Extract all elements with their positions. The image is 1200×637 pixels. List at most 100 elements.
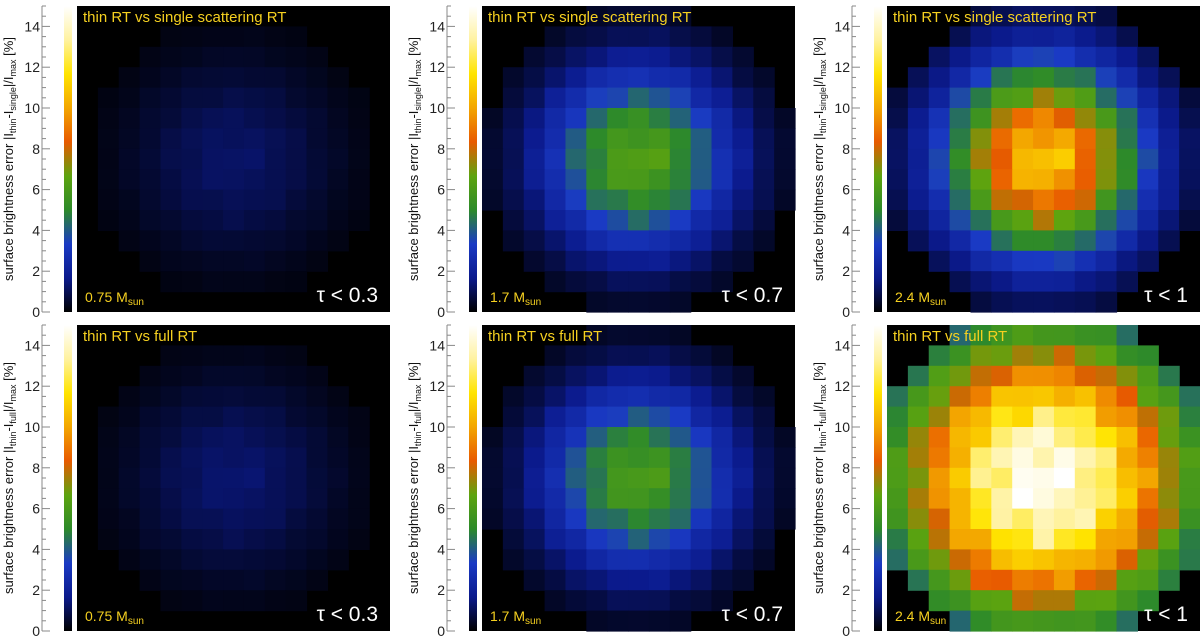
heatmap-cell [327, 427, 349, 448]
heatmap-cell [607, 271, 629, 293]
heatmap-cell [118, 508, 141, 530]
heatmap-cell [1074, 529, 1097, 550]
heatmap-cell [753, 386, 775, 408]
heatmap-cell [732, 427, 754, 448]
heatmap-cell [264, 508, 287, 530]
heatmap-cell [1116, 169, 1138, 191]
heatmap-cell [1137, 169, 1159, 191]
heatmap-cell [991, 529, 1013, 550]
heatmap-cell [502, 108, 525, 129]
heatmap-cell [949, 169, 972, 191]
heatmap-cell [348, 467, 370, 489]
heatmap-cell [732, 230, 754, 252]
y-axis-label-part: full [818, 412, 828, 424]
heatmap-cell [1053, 467, 1076, 489]
heatmap-cell [348, 529, 370, 550]
heatmap-cell [1053, 508, 1076, 530]
heatmap-cell [669, 386, 692, 408]
y-axis-label-part: surface brightness error |I [1, 446, 16, 594]
heatmap-cell [669, 230, 692, 252]
heatmap-cell [1179, 447, 1200, 469]
heatmap-cell [1074, 365, 1097, 387]
colorbar-tick-label: 8 [437, 460, 445, 476]
heatmap-cell [949, 250, 972, 272]
heatmap-cell [1179, 549, 1200, 571]
heatmap-cell [1179, 189, 1200, 211]
heatmap-cell [264, 26, 287, 48]
heatmap-cell [139, 230, 162, 252]
heatmap-cell [223, 508, 245, 530]
heatmap-cell [907, 230, 930, 252]
heatmap-cell [181, 529, 203, 550]
heatmap-cell [160, 67, 182, 89]
heatmap-cell [1116, 427, 1138, 448]
heatmap-cell [949, 87, 972, 109]
heatmap-cell [243, 67, 266, 89]
heatmap-cell [523, 569, 546, 591]
heatmap-cell [607, 529, 629, 550]
heatmap-cell [586, 467, 608, 489]
heatmap-cell [607, 189, 629, 211]
heatmap-cell [753, 67, 775, 89]
y-axis-label: surface brightness error |Ithin-Isingle|… [406, 37, 423, 281]
heatmap-cell [949, 67, 972, 89]
heatmap-cell [753, 427, 775, 448]
heatmap-cell [1033, 488, 1055, 510]
heatmap-cell [327, 148, 349, 170]
colorbar-tick-label: 0 [842, 304, 850, 320]
heatmap-cell [1116, 447, 1138, 469]
heatmap-cell [690, 230, 713, 252]
heatmap-cell [648, 108, 671, 129]
heatmap-cell [774, 508, 796, 530]
heatmap-cell [928, 46, 951, 68]
heatmap-cell [544, 271, 567, 293]
heatmap-cell [482, 189, 504, 211]
heatmap-cell [202, 447, 224, 469]
heatmap-cell [1158, 169, 1180, 191]
heatmap-cell [1137, 406, 1159, 428]
heatmap-cell [1033, 108, 1055, 129]
heatmap-cell [348, 87, 370, 109]
heatmap-cell [991, 508, 1013, 530]
heatmap-cell [139, 569, 162, 591]
heatmap-cell [223, 488, 245, 510]
panel-title: thin RT vs single scattering RT [893, 9, 1096, 26]
heatmap-cell [607, 291, 629, 313]
heatmap-cell [181, 447, 203, 469]
heatmap-cell [887, 549, 909, 571]
heatmap-cell [160, 271, 182, 293]
heatmap-cell [586, 26, 608, 48]
heatmap-cell [1033, 345, 1055, 367]
heatmap-cell [928, 345, 951, 367]
heatmap-cell [1137, 569, 1159, 591]
heatmap-cell [264, 467, 287, 489]
heatmap-cell [586, 67, 608, 89]
heatmap-cell [181, 169, 203, 191]
heatmap-cell [523, 365, 546, 387]
heatmap-cell [264, 148, 287, 170]
heatmap-cell [139, 67, 162, 89]
heatmap-cell [690, 128, 713, 150]
heatmap-cell [1074, 610, 1097, 632]
heatmap-cell [160, 590, 182, 612]
tau-label: τ < 0.7 [722, 284, 783, 307]
colorbar-tick-label: 14 [834, 18, 850, 34]
heatmap-cell [565, 46, 587, 68]
heatmap-cell [1033, 87, 1055, 109]
heatmap-cell [1095, 128, 1118, 150]
y-axis-label: surface brightness error |Ithin-Ifull|/I… [811, 362, 828, 594]
heatmap-cell [1137, 250, 1159, 272]
heatmap-cell [1053, 447, 1076, 469]
panel-title: thin RT vs single scattering RT [83, 9, 286, 26]
heatmap-cell [690, 386, 713, 408]
heatmap-cell [223, 210, 245, 231]
heatmap-cell [139, 87, 162, 109]
heatmap-cell [139, 549, 162, 571]
heatmap-cell [264, 549, 287, 571]
heatmap-cell [607, 569, 629, 591]
heatmap-cell [1116, 46, 1138, 68]
heatmap-cell [118, 87, 141, 109]
heatmap-cell [1158, 189, 1180, 211]
colorbar-tick-label: 0 [437, 304, 445, 320]
heatmap-cell [348, 189, 370, 211]
